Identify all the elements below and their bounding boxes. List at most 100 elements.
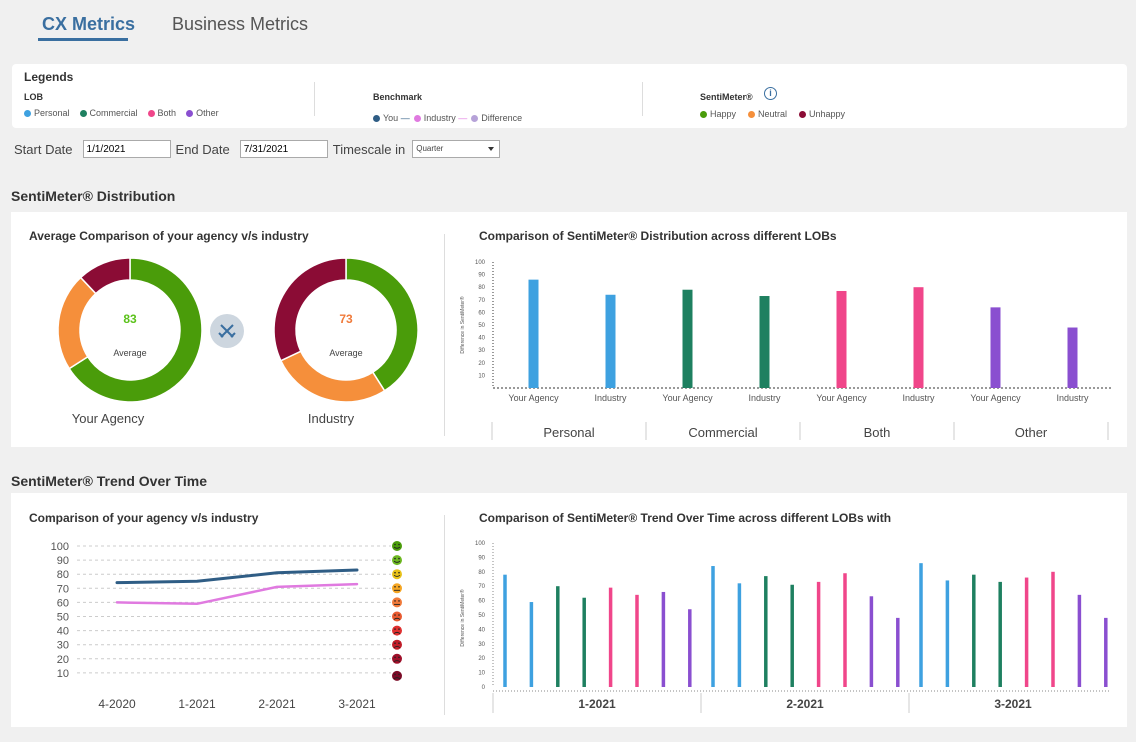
y-tick-label: 90: [478, 555, 485, 561]
x-tick-label: 4-2020: [98, 697, 136, 711]
bar-both-your-agency[interactable]: [836, 290, 847, 388]
end-date-input[interactable]: [239, 140, 328, 158]
end-date-label: End Date: [175, 141, 230, 157]
your-agency-donut: [57, 257, 203, 403]
lob-distribution-chart: Difference in SentiMeter® 100 90 80 70 60 50 40…: [459, 260, 1111, 440]
benchmark-legend-title: Benchmark: [373, 92, 423, 102]
filter-bar: Start Date End Date Timescale in Quarter: [14, 139, 501, 159]
legend-item-personal: Personal: [24, 108, 70, 118]
trend-bar[interactable]: [843, 573, 847, 687]
legend-item-neutral: Neutral: [748, 109, 787, 119]
trend-bar[interactable]: [608, 587, 613, 687]
trend-bar[interactable]: [582, 597, 586, 687]
your-agency-label: Your Agency: [72, 411, 145, 426]
legend-label: Difference: [481, 113, 523, 123]
y-tick-label: 90: [57, 555, 69, 567]
trend-bar[interactable]: [503, 574, 507, 687]
y-tick-label: 30: [478, 642, 485, 648]
donut-segment-happy[interactable]: [68, 257, 203, 403]
x-tick-label: 1-2021: [178, 697, 216, 711]
trend-bar[interactable]: [661, 591, 666, 687]
bar-both-industry[interactable]: [913, 287, 924, 388]
line-series-you[interactable]: [115, 568, 359, 585]
x-tick-label: Industry: [748, 393, 781, 403]
trend-bar[interactable]: [869, 596, 874, 687]
dot-icon: [147, 110, 155, 118]
legend-label: Both: [157, 108, 177, 118]
trend-bar[interactable]: [737, 583, 742, 687]
trend-bar[interactable]: [919, 563, 923, 687]
trend-bar[interactable]: [1104, 617, 1108, 687]
trend-bar[interactable]: [688, 609, 692, 687]
neutral-face-icon: [392, 611, 402, 622]
info-icon[interactable]: i: [764, 87, 777, 100]
trend-bar[interactable]: [635, 594, 639, 687]
distribution-card: Average Comparison of your agency v/s in…: [11, 212, 1127, 447]
bar-personal-your-agency[interactable]: [528, 279, 539, 388]
trend-bar[interactable]: [816, 581, 821, 687]
timescale-select[interactable]: Quarter: [412, 140, 501, 158]
trend-bar[interactable]: [529, 602, 534, 687]
y-tick-label: 50: [478, 613, 485, 619]
trend-bar[interactable]: [556, 586, 560, 687]
dot-icon: [413, 115, 421, 123]
tab-bar: CX Metrics Business Metrics: [0, 0, 1136, 56]
donut-segment-happy[interactable]: [345, 257, 419, 392]
bar-commercial-industry[interactable]: [759, 296, 770, 388]
tab-cx-metrics[interactable]: CX Metrics: [42, 14, 136, 34]
trend-bar[interactable]: [1077, 594, 1082, 687]
x-tick-label: Your Agency: [662, 393, 713, 403]
group-label-1-2021: 1-2021: [578, 697, 616, 711]
dot-icon: [373, 115, 380, 123]
legend-label: Other: [196, 108, 219, 118]
legend-divider: [642, 82, 643, 116]
lob-legend-title: LOB: [24, 92, 43, 102]
neutral-face-icon: [392, 597, 402, 608]
sentimeter-legend-title: SentiMeter®: [700, 92, 753, 102]
donut-segment-neutral[interactable]: [279, 350, 386, 403]
trend-bar[interactable]: [945, 580, 950, 687]
y-axis-label: Difference in SentiMeter®: [459, 296, 466, 354]
trend-bar[interactable]: [1051, 571, 1055, 687]
y-tick-label: 40: [478, 627, 485, 633]
donut-comparison: 83 Average Your Agency 73 Average Indust…: [57, 257, 419, 426]
y-tick-label: 70: [57, 583, 69, 595]
y-tick-label: 50: [57, 612, 69, 624]
line-series-industry[interactable]: [115, 582, 359, 606]
legend-item-unhappy: Unhappy: [799, 109, 845, 119]
dot-icon: [748, 111, 756, 119]
active-tab-indicator: [38, 38, 128, 41]
card-divider: [444, 234, 445, 436]
bar-commercial-your-agency[interactable]: [682, 289, 693, 388]
donut-segment-unhappy[interactable]: [79, 257, 131, 295]
lob-legend: Personal Commercial Both Other: [24, 108, 219, 118]
happy-face-icon: [392, 555, 402, 566]
legend-label: Happy: [710, 109, 737, 119]
y-tick-label: 80: [478, 570, 485, 576]
bar-other-your-agency[interactable]: [990, 307, 1001, 388]
trend-bar[interactable]: [790, 584, 794, 687]
bar-personal-industry[interactable]: [605, 294, 616, 388]
legends-panel: Legends LOB Personal Commercial Both Oth…: [12, 64, 1127, 128]
trend-bar[interactable]: [764, 576, 768, 687]
trend-bar[interactable]: [972, 574, 976, 687]
tab-business-metrics[interactable]: Business Metrics: [172, 14, 309, 34]
y-tick-label: 80: [478, 285, 485, 291]
timescale-label: Timescale in: [332, 141, 406, 157]
group-label-commercial: Commercial: [688, 425, 757, 440]
dot-icon: [24, 110, 31, 118]
y-tick-label: 90: [478, 273, 485, 279]
bar-other-industry[interactable]: [1067, 327, 1078, 388]
start-date-input[interactable]: [82, 140, 171, 158]
trend-line-chart: 100 90 80 70 60 50 40 30 20 10 4-2020 1-2021 2-2021 3…: [51, 541, 402, 711]
y-tick-label: 80: [57, 569, 69, 581]
y-tick-label: 30: [478, 348, 485, 354]
donut-segment-neutral[interactable]: [57, 276, 97, 370]
donut-segment-unhappy[interactable]: [273, 257, 347, 362]
trend-bar[interactable]: [1024, 577, 1029, 687]
start-date-label: Start Date: [14, 141, 73, 157]
trend-bar-chart: Difference in SentiMeter®100908070605040…: [459, 541, 1111, 713]
trend-bar[interactable]: [998, 581, 1002, 687]
trend-bar[interactable]: [711, 566, 715, 687]
trend-bar[interactable]: [896, 617, 900, 687]
